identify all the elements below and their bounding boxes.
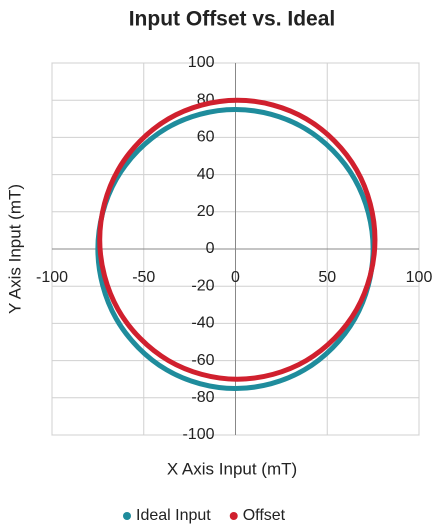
legend-label: Ideal Input: [136, 507, 211, 524]
y-tick-label: 60: [197, 129, 215, 146]
y-axis-title: Y Axis Input (mT): [5, 184, 24, 314]
x-tick-label: -50: [132, 269, 155, 286]
legend-marker: [229, 512, 238, 520]
y-tick-label: -100: [182, 426, 214, 443]
y-tick-label: -40: [191, 315, 214, 332]
x-axis-title: X Axis Input (mT): [167, 459, 297, 478]
y-tick-label: 0: [206, 240, 215, 257]
y-tick-label: -60: [191, 352, 214, 369]
x-tick-label: 100: [406, 269, 433, 286]
chart-title: Input Offset vs. Ideal: [129, 8, 336, 31]
x-tick-label: -100: [36, 269, 68, 286]
y-tick-label: 40: [197, 166, 215, 183]
legend-label: Offset: [243, 507, 286, 524]
y-tick-label: 100: [188, 54, 215, 71]
x-tick-label: 0: [231, 269, 240, 286]
legend-marker: [123, 512, 131, 520]
y-tick-label: 20: [197, 203, 215, 220]
x-tick-label: 50: [318, 269, 336, 286]
series-line: [97, 97, 378, 382]
y-tick-label: -80: [191, 389, 214, 406]
y-tick-label: -20: [191, 277, 214, 294]
